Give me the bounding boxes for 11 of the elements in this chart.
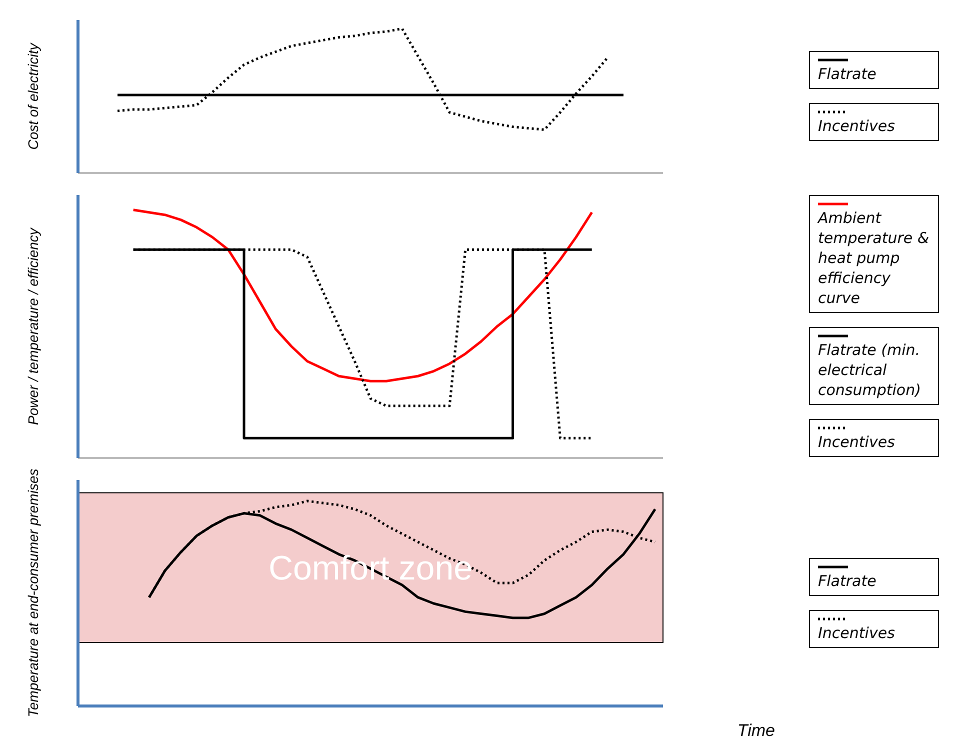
legend-label: Incentives	[809, 102, 939, 140]
y-axis-title: Cost of electricity	[24, 42, 41, 150]
legend-label: Incentives	[809, 610, 939, 648]
legend-label: Flatrate	[809, 50, 939, 88]
y-axis-title: Temperature at end-consumer premises	[24, 468, 41, 718]
y-axis-title: Power / temperature / efficiency	[24, 227, 41, 425]
legend-label: Ambient temperature & heat pump efficiency curve	[809, 194, 939, 312]
legend-label: Flatrate	[809, 558, 939, 596]
legend-label: Flatrate (min. electrical consumption)	[809, 326, 939, 404]
legend-label: Incentives	[809, 418, 939, 456]
x-axis-title: Time	[737, 721, 775, 740]
